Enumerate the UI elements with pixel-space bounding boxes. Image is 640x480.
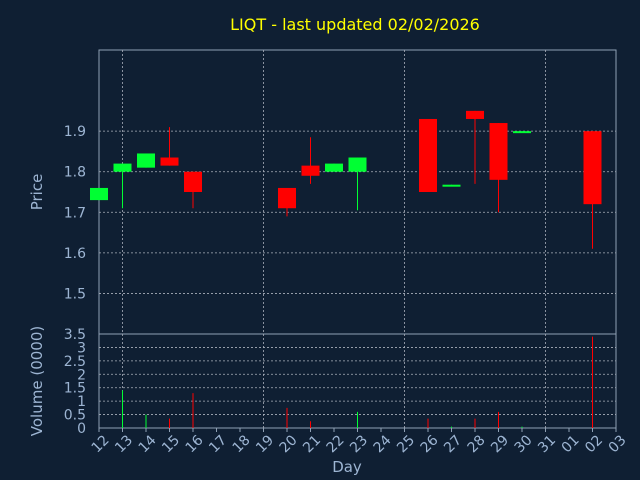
x-axis: 12 13 14 15 16 17 18 19 20 21 22 23 24 25 26 27 28 29 30 31… bbox=[89, 428, 630, 456]
x-tick-label: 16 bbox=[183, 432, 207, 456]
x-tick-label: 25 bbox=[394, 432, 418, 456]
candle-body bbox=[419, 118, 437, 192]
x-tick-label: 02 bbox=[582, 432, 606, 456]
candle-body bbox=[325, 163, 343, 172]
x-tick-label: 28 bbox=[465, 432, 489, 456]
price-tick-label: 1.7 bbox=[64, 205, 86, 221]
candle-body bbox=[160, 157, 179, 166]
x-tick-label: 21 bbox=[300, 432, 324, 456]
volume-tick-label: 0 bbox=[77, 421, 86, 437]
candle-body bbox=[278, 187, 296, 209]
volume-tick-label: 3 bbox=[77, 340, 86, 356]
price-tick-label: 1.6 bbox=[64, 246, 86, 262]
x-tick-label: 29 bbox=[488, 432, 512, 456]
candle-body bbox=[442, 184, 461, 187]
x-axis-label: Day bbox=[332, 458, 362, 476]
volume-panel: 00.511.522.533.5 bbox=[64, 327, 617, 437]
x-tick-label: 13 bbox=[112, 432, 136, 456]
candle-body bbox=[489, 123, 508, 180]
price-axis-label: Price bbox=[28, 174, 46, 211]
volume-tick-label: 2 bbox=[77, 367, 86, 383]
candle-body bbox=[301, 165, 320, 176]
price-tick-label: 1.5 bbox=[64, 286, 86, 302]
candle-body bbox=[466, 110, 484, 119]
x-tick-label: 23 bbox=[347, 432, 371, 456]
price-panel: 1.5 1.6 1.7 1.8 1.9 bbox=[64, 49, 617, 335]
price-tick-label: 1.8 bbox=[64, 165, 86, 181]
x-tick-label: 22 bbox=[324, 432, 348, 456]
candle-body bbox=[113, 163, 132, 172]
volume-tick-label: 1 bbox=[77, 394, 86, 410]
x-tick-label: 20 bbox=[277, 432, 301, 456]
candle-body bbox=[513, 131, 531, 134]
x-tick-label: 15 bbox=[159, 432, 183, 456]
candle-body bbox=[137, 153, 155, 168]
x-tick-label: 30 bbox=[512, 432, 536, 456]
candle-body bbox=[348, 157, 367, 172]
price-tick-label: 1.9 bbox=[64, 124, 86, 140]
x-tick-label: 26 bbox=[418, 432, 442, 456]
candle-body bbox=[184, 171, 202, 192]
volume-axis-label: Volume (0000) bbox=[28, 326, 46, 436]
x-tick-label: 27 bbox=[441, 432, 465, 456]
chart-title: LIQT - last updated 02/02/2026 bbox=[230, 15, 480, 34]
x-tick-label: 24 bbox=[371, 432, 395, 456]
volume-tick-label: 1.5 bbox=[64, 381, 86, 397]
volume-tick-label: 0.5 bbox=[64, 408, 86, 424]
x-tick-label: 17 bbox=[206, 432, 230, 456]
x-tick-label: 03 bbox=[606, 432, 630, 456]
x-tick-label: 19 bbox=[253, 432, 277, 456]
volume-tick-label: 3.5 bbox=[64, 327, 86, 343]
x-tick-label: 14 bbox=[136, 432, 160, 456]
x-tick-label: 18 bbox=[230, 432, 254, 456]
x-tick-label: 31 bbox=[535, 432, 559, 456]
x-tick-label: 01 bbox=[559, 432, 583, 456]
candle-body bbox=[90, 187, 108, 201]
x-tick-label: 12 bbox=[89, 432, 113, 456]
volume-tick-label: 2.5 bbox=[64, 354, 86, 370]
candle-body bbox=[583, 131, 602, 205]
